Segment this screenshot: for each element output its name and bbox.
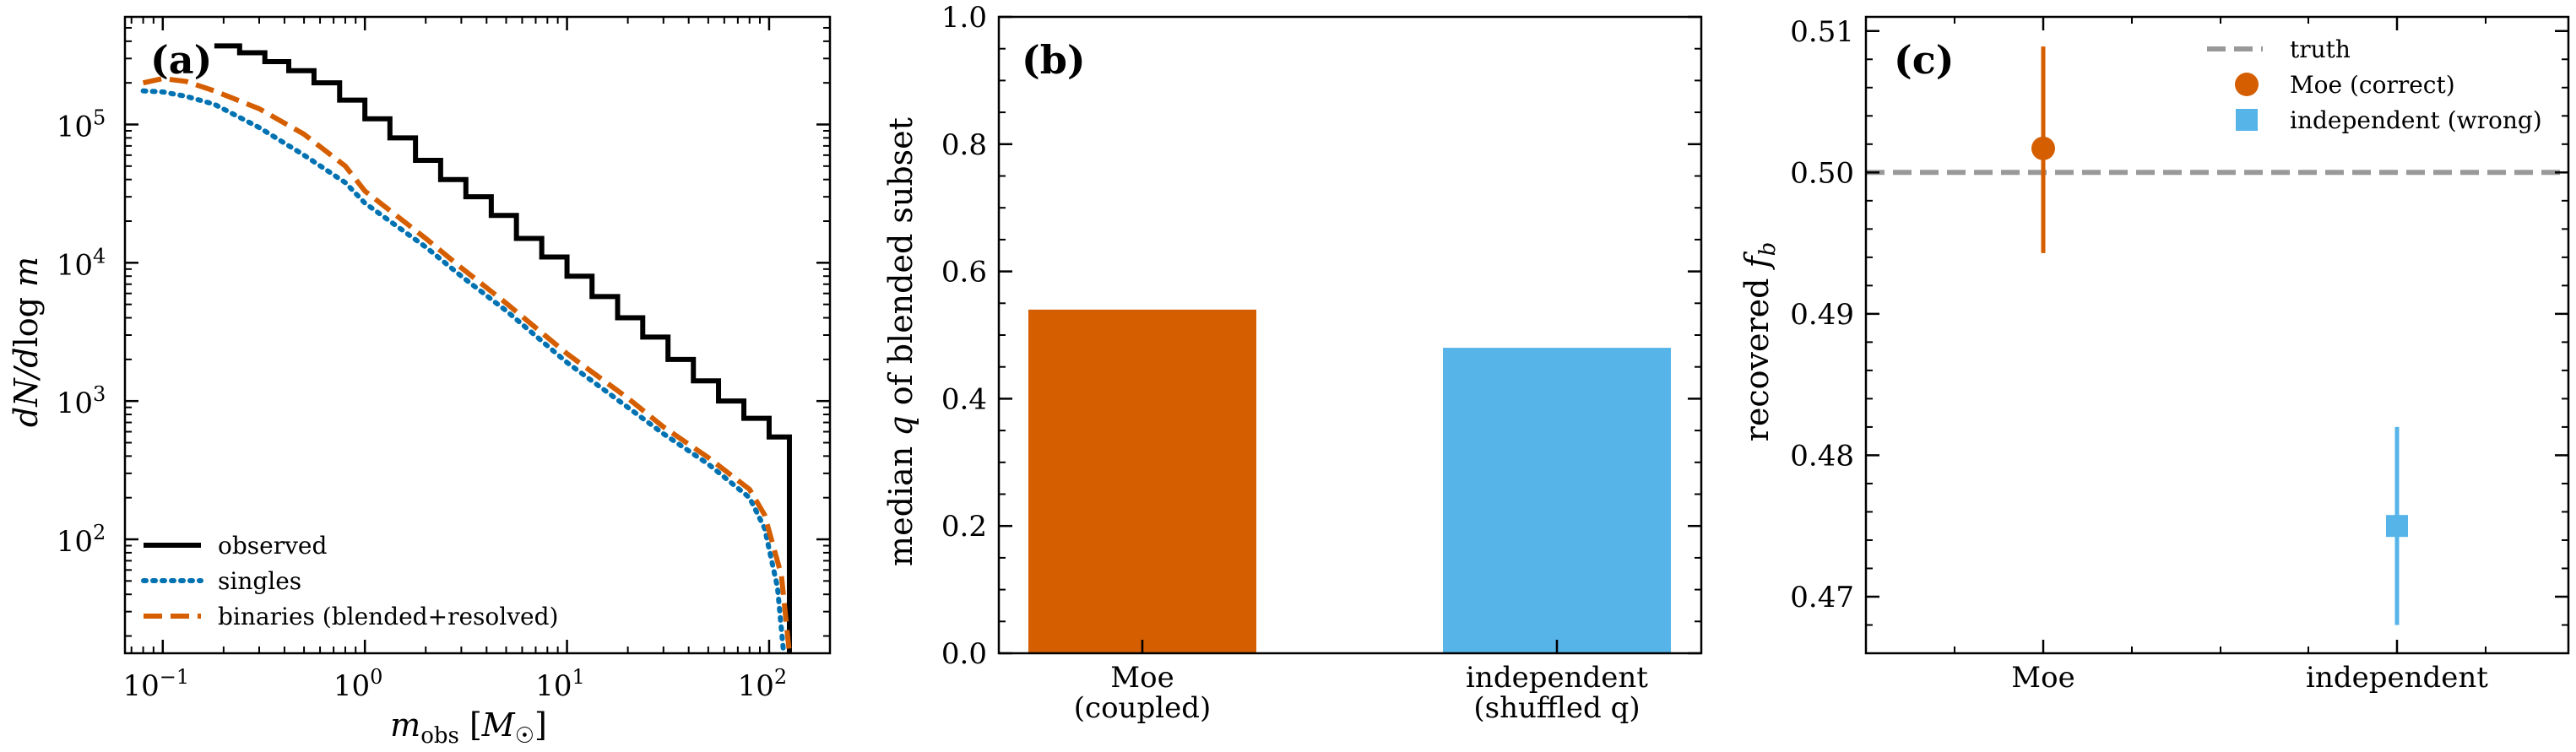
legend-label-2: binaries (blended+resolved) xyxy=(218,603,558,630)
y-tick-label-2: 0.49 xyxy=(1790,298,1854,332)
marker-0 xyxy=(2031,136,2055,160)
panel-c-ticks: 0.47 0.48 0.49 0.50 0.51 Moe independent xyxy=(1790,15,2568,695)
y-tick-label-0: 102 xyxy=(57,521,106,559)
panel-a-legend: observed singles binaries (blended+resolve… xyxy=(141,532,558,630)
panel-c-legend: truth Moe (correct) independent (wrong) xyxy=(2207,35,2542,134)
panel-c-letter: (c) xyxy=(1894,37,1955,83)
panel-a: 10−1 100 101 102 102 103 104 105 observed single… xyxy=(8,15,832,749)
y-tick-label-2: 0.4 xyxy=(941,382,987,416)
series-line-0 xyxy=(214,43,792,653)
x-tick-label-0-1: (coupled) xyxy=(1074,691,1211,725)
panel-c-ylabel: recovered fb xyxy=(1738,242,1781,442)
legend-label-truth: truth xyxy=(2290,35,2351,63)
x-tick-label-1-0: independent xyxy=(1466,661,1648,695)
x-tick-label-0: 10−1 xyxy=(122,665,189,703)
panel-a-xlabel: mobs [M☉] xyxy=(390,706,547,749)
x-tick-label-1: 100 xyxy=(334,665,383,703)
y-tick-label-5: 1.0 xyxy=(941,1,987,35)
x-tick-label-0-0: Moe xyxy=(1110,661,1174,695)
panel-a-lines xyxy=(140,43,792,653)
legend-label-0: Moe (correct) xyxy=(2290,71,2455,99)
y-tick-label-0: 0.47 xyxy=(1790,581,1854,614)
panel-c-frame xyxy=(1864,15,2570,655)
panel-b-ylabel: median q of blended subset xyxy=(882,117,919,566)
panel-b-letter: (b) xyxy=(1022,37,1086,83)
panel-b-ticks: 0.0 0.2 0.4 0.6 0.8 1.0 Moe(coupled) independen… xyxy=(941,1,1701,725)
x-tick-label-3: 102 xyxy=(738,665,788,703)
panel-a-ticks: 10−1 100 101 102 102 103 104 105 xyxy=(57,16,831,703)
bar-1 xyxy=(1443,348,1671,653)
y-tick-label-1: 0.2 xyxy=(941,510,987,544)
y-tick-label-4: 0.8 xyxy=(941,128,987,162)
panel-b-plot-area xyxy=(997,15,1703,655)
x-tick-label-1: independent xyxy=(2306,661,2488,695)
y-tick-label-1: 103 xyxy=(57,382,106,420)
marker-1 xyxy=(2386,515,2408,538)
panel-c: 0.47 0.48 0.49 0.50 0.51 Moe independent truth… xyxy=(1738,15,2570,695)
panel-a-ylabel: dN/dlog m xyxy=(8,257,45,427)
bar-0 xyxy=(1028,309,1256,653)
y-tick-label-4: 0.51 xyxy=(1790,15,1854,49)
x-tick-label-0: Moe xyxy=(2011,661,2074,695)
panel-a-letter: (a) xyxy=(150,37,212,83)
y-tick-label-3: 0.50 xyxy=(1790,156,1854,190)
legend-label-1: independent (wrong) xyxy=(2290,106,2542,134)
legend-swatch-1 xyxy=(2236,109,2258,131)
y-tick-label-0: 0.0 xyxy=(941,637,987,671)
panel-b: 0.0 0.2 0.4 0.6 0.8 1.0 Moe(coupled) independen… xyxy=(882,1,1703,725)
x-tick-label-1-1: (shuffled q) xyxy=(1473,691,1640,725)
y-tick-label-2: 104 xyxy=(57,244,106,282)
y-tick-label-3: 105 xyxy=(57,105,106,143)
legend-swatch-0 xyxy=(2235,73,2259,96)
x-tick-label-2: 101 xyxy=(535,665,585,703)
legend-label-0: observed xyxy=(218,532,327,560)
series-line-2 xyxy=(142,75,792,653)
y-tick-label-1: 0.48 xyxy=(1790,439,1854,473)
legend-label-1: singles xyxy=(218,567,301,595)
panel-a-plot-area xyxy=(123,15,832,655)
panel-c-plot-area xyxy=(1864,15,2570,655)
y-tick-label-3: 0.6 xyxy=(941,256,987,289)
series-line-1 xyxy=(140,88,787,653)
